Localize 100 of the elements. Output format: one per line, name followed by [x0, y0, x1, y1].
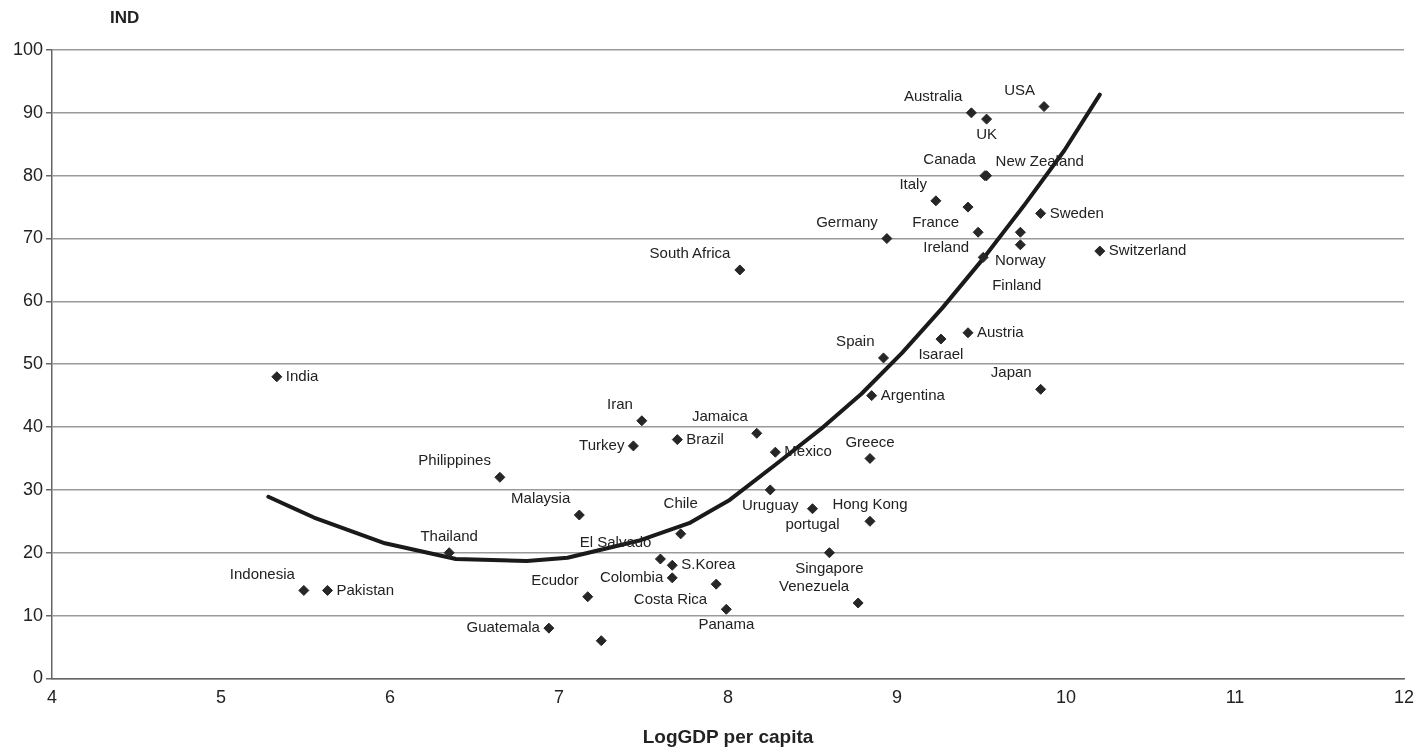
- point: [769, 446, 781, 458]
- point: [935, 333, 947, 345]
- point: [595, 635, 607, 647]
- data-label: Costa Rica: [633, 590, 708, 608]
- point: [852, 597, 864, 609]
- point: [675, 528, 687, 540]
- data-label: Germany: [816, 212, 879, 230]
- point: [1035, 383, 1047, 395]
- point: [666, 559, 678, 571]
- point: [962, 201, 974, 213]
- y-tick-label: 80: [23, 164, 44, 185]
- y-tick-label: 70: [23, 227, 44, 248]
- data-label: Singapore: [795, 558, 864, 576]
- point: [298, 584, 310, 596]
- x-tick-label: 10: [1055, 687, 1077, 708]
- data-label: Turkey: [579, 436, 625, 454]
- data-label: Ecudor: [531, 570, 579, 588]
- data-label: portugal: [785, 514, 840, 532]
- data-label: France: [912, 213, 959, 231]
- data-label: Canada: [923, 149, 977, 167]
- point: [981, 113, 993, 125]
- x-tick-label: 6: [385, 687, 396, 708]
- x-tick-label: 11: [1225, 687, 1245, 708]
- point: [764, 484, 776, 496]
- y-axis-title: IND: [110, 7, 140, 27]
- point: [965, 107, 977, 119]
- point: [864, 452, 876, 464]
- data-label: Greece: [845, 432, 895, 450]
- point: [881, 233, 893, 245]
- data-label: India: [285, 366, 319, 384]
- point: [573, 509, 585, 521]
- data-label: Uruguay: [741, 496, 800, 514]
- y-tick-label: 20: [23, 541, 44, 562]
- y-tick-label: 60: [23, 290, 44, 311]
- point: [1038, 101, 1050, 113]
- y-tick-label: 40: [23, 416, 44, 437]
- point: [1014, 239, 1026, 251]
- x-tick-label: 12: [1393, 687, 1415, 708]
- point: [627, 440, 639, 452]
- data-label: Italy: [899, 174, 928, 192]
- data-label: Norway: [994, 250, 1047, 268]
- point: [666, 572, 678, 584]
- point: [1014, 226, 1026, 238]
- data-label: Japan: [990, 363, 1032, 381]
- data-label: Argentina: [880, 385, 946, 403]
- y-tick-label: 100: [12, 38, 44, 59]
- data-label: Finland: [992, 275, 1042, 293]
- point: [654, 553, 666, 565]
- data-label: Philippines: [418, 451, 491, 469]
- data-label: Panama: [698, 615, 755, 633]
- data-label: Pakistan: [336, 580, 395, 598]
- data-label: Switzerland: [1108, 241, 1187, 259]
- point: [807, 503, 819, 515]
- x-axis-title: LogGDP per capita: [642, 726, 814, 748]
- y-tick-label: 10: [23, 604, 44, 625]
- data-label: Austria: [976, 322, 1025, 340]
- data-label: South Africa: [649, 244, 732, 262]
- point: [671, 434, 683, 446]
- data-label: Brazil: [686, 429, 724, 447]
- point: [710, 578, 722, 590]
- data-label: Jamaica: [691, 407, 749, 425]
- point: [962, 327, 974, 339]
- point: [877, 352, 889, 364]
- data-label: Hong Kong: [832, 495, 908, 513]
- point: [751, 427, 763, 439]
- data-label: Malaysia: [511, 489, 571, 507]
- point: [636, 415, 648, 427]
- point: [271, 371, 283, 383]
- data-label: S.Korea: [681, 555, 737, 573]
- data-label: Guatemala: [466, 618, 541, 636]
- y-tick-label: 90: [23, 101, 44, 122]
- data-label: Venezuela: [779, 577, 850, 595]
- data-label: Sweden: [1049, 203, 1104, 221]
- data-label: Thailand: [420, 526, 478, 544]
- point: [972, 226, 984, 238]
- point: [1035, 207, 1047, 219]
- data-label: Ireland: [923, 238, 970, 256]
- data-label: Iran: [606, 394, 633, 412]
- x-tick-label: 9: [892, 687, 903, 708]
- point: [720, 603, 732, 615]
- point: [322, 584, 333, 596]
- y-tick-label: 0: [33, 667, 44, 688]
- point: [864, 515, 876, 527]
- x-tick-label: 5: [216, 687, 227, 708]
- point: [543, 622, 555, 634]
- x-tick-label: 4: [47, 687, 58, 708]
- data-label: Spain: [836, 332, 875, 350]
- data-label: Indonesia: [229, 564, 296, 582]
- point: [494, 471, 506, 483]
- data-label: Isarael: [918, 345, 964, 363]
- point: [734, 264, 746, 276]
- point: [930, 195, 942, 207]
- x-tick-label: 7: [554, 687, 565, 708]
- point: [823, 547, 835, 559]
- x-tick-label: 8: [723, 687, 734, 708]
- point: [1094, 245, 1106, 257]
- data-label: USA: [1004, 80, 1036, 98]
- y-tick-label: 30: [23, 478, 44, 499]
- point: [977, 251, 989, 263]
- data-label: Colombia: [599, 568, 664, 585]
